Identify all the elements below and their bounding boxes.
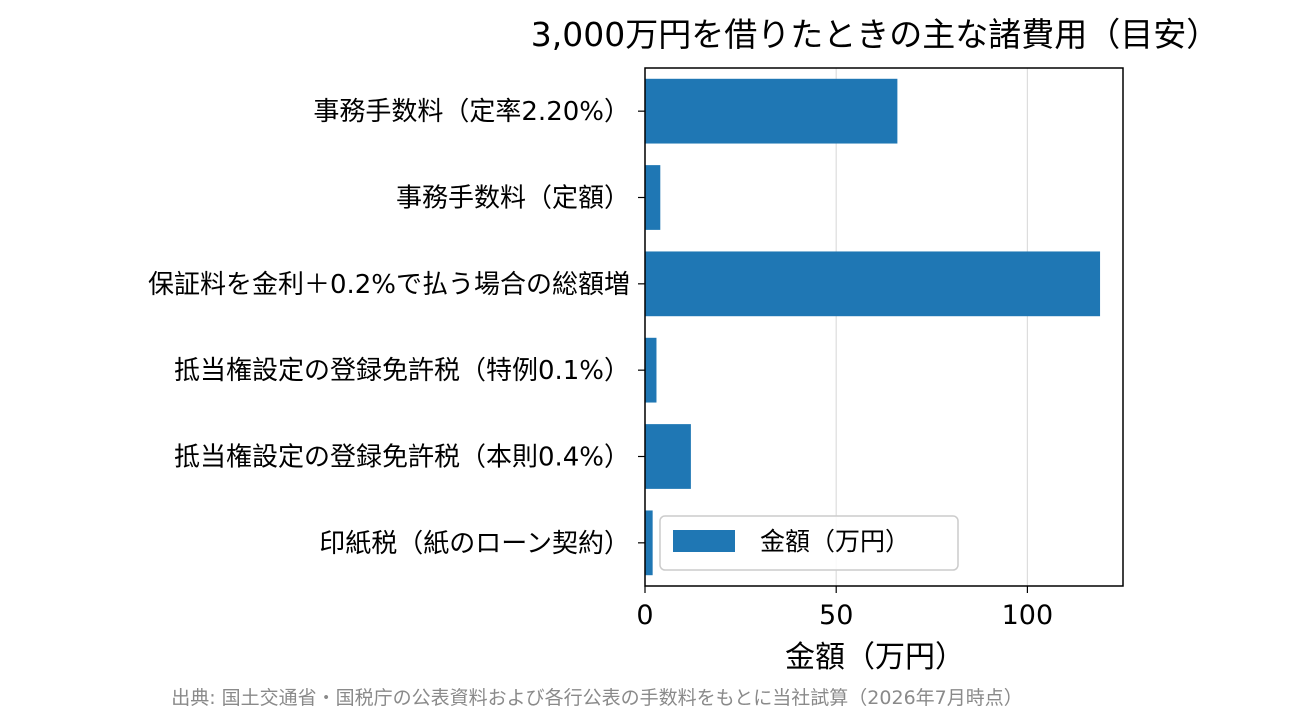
category-label: 保証料を金利＋0.2%で払う場合の総額増 — [148, 270, 630, 300]
category-label: 事務手数料（定率2.20%） — [313, 97, 630, 127]
plot-frame — [644, 67, 1124, 587]
source-note: 出典: 国土交通省・国税庁の公表資料および各行公表の手数料をもとに当社試算（20… — [171, 687, 1023, 709]
legend-label: 金額（万円） — [760, 527, 910, 556]
category-label: 事務手数料（定額） — [396, 184, 630, 214]
bar — [645, 78, 898, 144]
chart-title: 3,000万円を借りたときの主な諸費用（目安） — [531, 15, 1219, 54]
category-label: 抵当権設定の登録免許税（特例0.1%） — [174, 356, 630, 386]
legend-swatch — [673, 530, 735, 552]
bar — [645, 510, 653, 576]
bar — [645, 165, 661, 230]
bar — [645, 251, 1101, 317]
category-label: 印紙税（紙のローン契約） — [319, 529, 630, 559]
x-axis: 0 50 100 — [636, 586, 1053, 631]
bar — [645, 337, 657, 403]
x-tick-label: 100 — [1002, 600, 1054, 631]
category-label: 抵当権設定の登録免許税（本則0.4%） — [174, 443, 630, 473]
x-tick-label: 0 — [636, 600, 653, 631]
bar — [645, 424, 691, 489]
bars — [645, 78, 1101, 576]
y-axis: 事務手数料（定率2.20%） 事務手数料（定額） 保証料を金利＋0.2%で払う場合の… — [148, 97, 645, 559]
legend-box — [659, 515, 959, 571]
x-axis-label: 金額（万円） — [785, 640, 965, 675]
grid-lines — [644, 68, 1029, 586]
x-tick-label: 50 — [819, 600, 853, 631]
legend: 金額（万円） — [659, 515, 959, 571]
